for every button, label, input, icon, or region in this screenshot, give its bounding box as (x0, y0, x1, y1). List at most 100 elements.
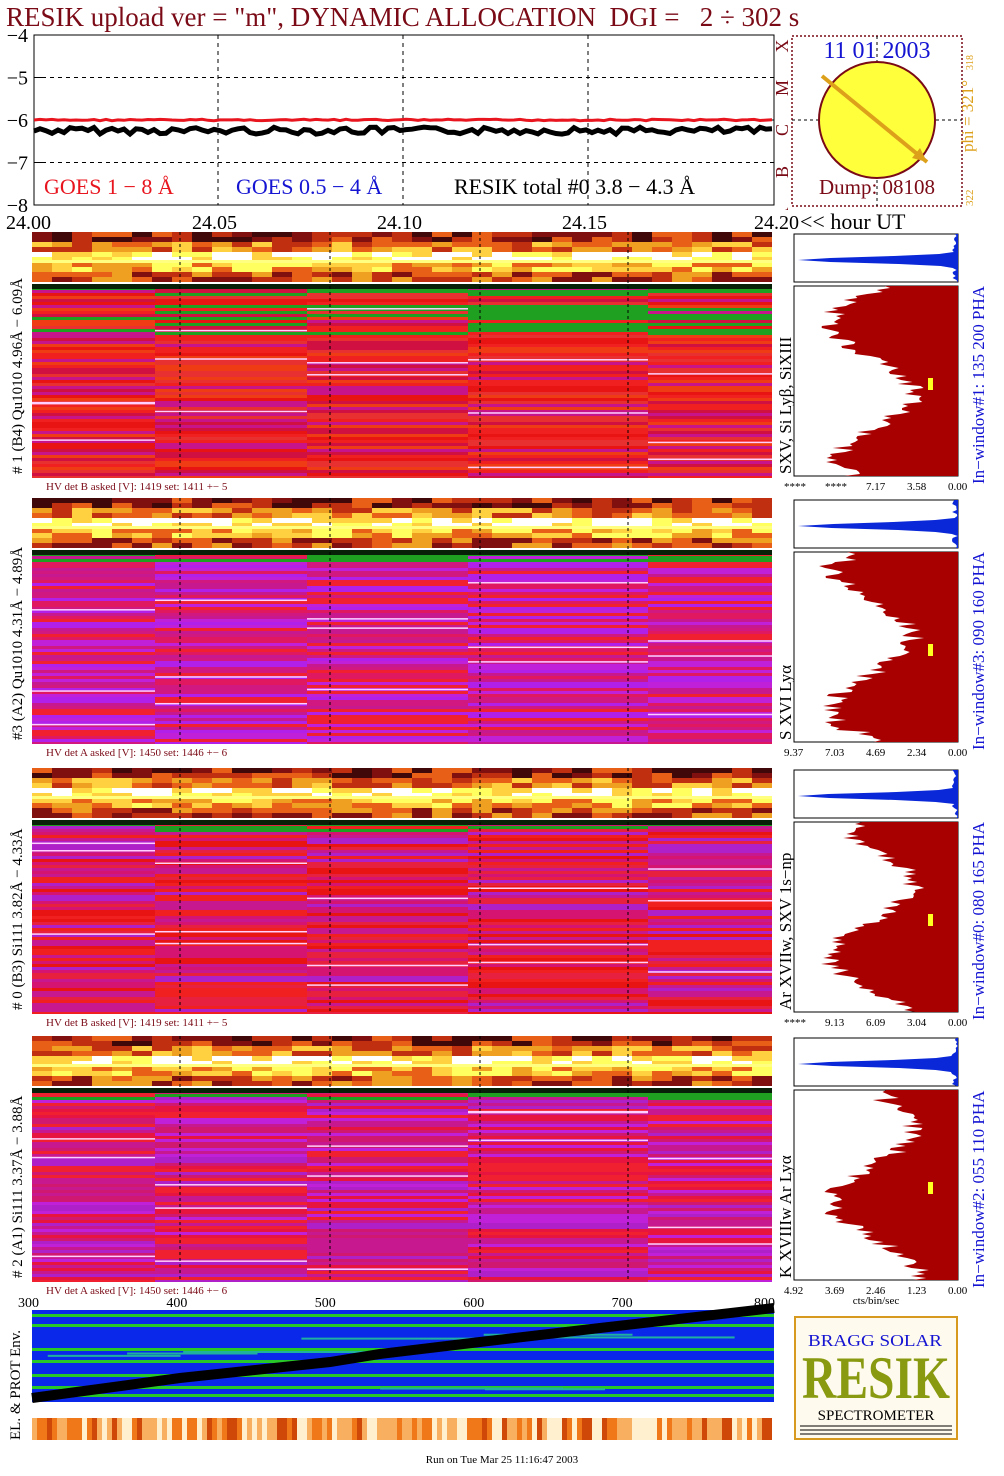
spectrum-profile (821, 286, 958, 476)
y-tick-label: −8 (7, 195, 28, 217)
pha-histogram (798, 234, 958, 282)
cts-axis-label: cts/bin/sec (853, 1295, 900, 1307)
detector-panel-1: HV det A asked [V]: 1450 set: 1446 +− 6 #… (10, 498, 988, 760)
spectrum-axis-label: **** (784, 481, 806, 493)
env-bottom-strip (32, 1418, 772, 1440)
env-x-tick: 700 (612, 1296, 633, 1311)
resik-total-series (33, 124, 773, 138)
sun-date: 11 01 2003 (823, 38, 930, 64)
in-window-label: In−window#0: 080 165 PHA (969, 821, 988, 1020)
spectrum-axis-label: 7.17 (866, 481, 886, 493)
spectrum-axis-label: 9.37 (784, 747, 804, 759)
run-timestamp: Run on Tue Mar 25 11:16:47 2003 (425, 1454, 579, 1466)
spectrum-profile (824, 1090, 958, 1280)
pha-histogram (798, 770, 958, 818)
spectrum-axis-label: **** (825, 481, 847, 493)
y-tick-label: −7 (7, 153, 28, 175)
goes-class-letter: B (772, 166, 792, 178)
count-rate-strip (32, 498, 772, 548)
spectrum-axis-label: 0.00 (948, 1017, 968, 1029)
goes-x-axis: 24.00 24.05 24.10 24.15 24.20 (6, 212, 799, 234)
spectral-line-label: Ar XVIIw, SXV 1s−np (776, 853, 795, 1010)
spectrum-axis-label: 2.46 (866, 1285, 886, 1297)
phi-bottom-number: 322 (964, 190, 976, 207)
env-x-tick: 400 (166, 1296, 187, 1311)
spectrum-axis-label: 7.03 (825, 747, 845, 759)
spectrum-axis-label: 0.00 (948, 1285, 968, 1297)
logo-small: BRAGG SOLAR (808, 1331, 943, 1350)
env-x-axis: 300 400 500 600 700 800 (18, 1296, 775, 1311)
x-tick-label: 24.20 (754, 212, 799, 234)
spectrum-axis-label: 4.92 (784, 1285, 803, 1297)
hv-readout: HV det B asked [V]: 1419 set: 1411 +− 5 (46, 481, 228, 493)
count-rate-strip (32, 768, 772, 818)
legend-goes-short: GOES 0.5 − 4 Å (236, 174, 382, 199)
spectrum-axis-label: 0.00 (948, 481, 968, 493)
spectrum-axis-label: 1.23 (907, 1285, 927, 1297)
detector-panel-3: HV det A asked [V]: 1450 set: 1446 +− 6 #… (10, 1036, 988, 1298)
hv-readout: HV det A asked [V]: 1450 set: 1446 +− 6 (46, 1285, 228, 1297)
goes-class-letter: C (772, 124, 792, 136)
detector-panel-0: HV det B asked [V]: 1419 set: 1411 +− 5 #… (10, 232, 988, 494)
spectrum-axis-label: 3.69 (825, 1285, 845, 1297)
detector-label: # 1 (B4) Qu1010 4.96Å − 6.09Å (10, 278, 26, 474)
spectrum-axis-label: 6.09 (866, 1017, 886, 1029)
goes-y-axis: −4 −5 −6 −7 −8 (7, 25, 42, 217)
spectrum-axis-label: 9.13 (825, 1017, 845, 1029)
spectrum-axis-label: **** (784, 1017, 806, 1029)
goes-long-series (33, 117, 773, 123)
spectrum-axis-label: 4.69 (866, 747, 886, 759)
detector-label: # 0 (B3) Si111 3.82Å − 4.33Å (10, 828, 26, 1010)
detector-panel-2: HV det B asked [V]: 1419 set: 1411 +− 5 #… (10, 768, 988, 1030)
phi-arrow (820, 74, 929, 164)
in-window-label: In−window#1: 135 200 PHA (969, 285, 988, 484)
resik-logo: RESIK BRAGG SOLAR SPECTROMETER (794, 1316, 958, 1440)
dump-number: Dump: 08108 (819, 175, 935, 199)
x-tick-label: 24.05 (192, 212, 237, 234)
env-x-tick: 600 (463, 1296, 484, 1311)
legend-resik-total: RESIK total #0 3.8 − 4.3 Å (454, 174, 695, 199)
pha-histogram (798, 500, 958, 548)
detector-label: #3 (A2) Qu1010 4.31Å − 4.89Å (10, 547, 26, 740)
x-tick-label: 24.10 (377, 212, 422, 234)
spectrogram (32, 1088, 772, 1283)
y-tick-label: −5 (7, 68, 28, 90)
spectrum-profile (821, 822, 958, 1012)
spectrum-axis-label: 2.34 (907, 747, 927, 759)
spectrum-axis-label: 0.00 (948, 747, 968, 759)
spectral-line-label: S XVI Lyα (776, 665, 795, 740)
spectrum-axis-label: 3.58 (907, 481, 927, 493)
env-x-tick: 500 (315, 1296, 336, 1311)
logo-spectrometer: SPECTROMETER (818, 1408, 935, 1424)
goes-class-letter: A (772, 208, 792, 211)
x-axis-suffix: << hour UT (800, 209, 906, 234)
x-tick-label: 24.00 (6, 212, 51, 234)
pha-histogram (798, 1038, 958, 1086)
in-window-label: In−window#3: 090 160 PHA (969, 551, 988, 750)
count-rate-strip (32, 232, 772, 282)
spectrum-axis-label: 3.04 (907, 1017, 927, 1029)
spectrogram (32, 820, 772, 1015)
hv-readout: HV det A asked [V]: 1450 set: 1446 +− 6 (46, 747, 228, 759)
y-tick-label: −4 (7, 25, 28, 47)
env-x-tick: 300 (18, 1296, 39, 1311)
env-black-trend (31, 1303, 775, 1403)
spectrogram (32, 550, 772, 745)
legend-goes-long: GOES 1 − 8 Å (44, 174, 174, 199)
logo-main: RESIK (802, 1345, 950, 1411)
plot-title: RESIK upload ver = "m", DYNAMIC ALLOCATI… (6, 2, 800, 32)
env-label: EL. & PROT Env. (8, 1330, 24, 1440)
goes-panel: −4 −5 −6 −7 −8 GOES 1 − 8 Å GOES 0.5 − 4 Å R… (6, 25, 906, 234)
count-rate-strip (32, 1036, 772, 1086)
in-window-label: In−window#2: 055 110 PHA (969, 1090, 988, 1288)
x-tick-label: 24.15 (562, 212, 607, 234)
hv-readout: HV det B asked [V]: 1419 set: 1411 +− 5 (46, 1017, 228, 1029)
phi-label: phi = 321° (958, 80, 977, 152)
spectrogram (32, 284, 772, 479)
sun-panel: XMCBA 11 01 2003 Dump: 08108 phi = 321° … (772, 35, 977, 211)
spectral-line-label: SXV, Si Lyβ, SiXIII (776, 336, 795, 474)
goes-class-letter: X (772, 40, 792, 53)
spectral-line-label: K XVIIIw Ar Lyα (776, 1155, 795, 1278)
spectrum-profile (819, 552, 958, 742)
goes-class-axis: X M C B A (772, 40, 792, 211)
